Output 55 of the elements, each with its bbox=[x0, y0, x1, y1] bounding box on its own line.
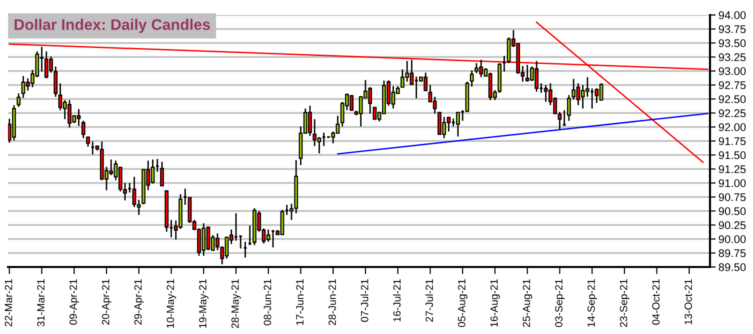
candlestick bbox=[54, 66, 58, 98]
candlestick bbox=[456, 111, 460, 138]
y-tick-label: 91.25 bbox=[718, 165, 746, 174]
x-tick-label: 03-Sep-21 bbox=[555, 279, 565, 328]
x-tick-label: 19-May-21 bbox=[199, 279, 208, 328]
x-tick-label: 16-Jul-21 bbox=[392, 279, 401, 322]
x-tick-label: 25-Aug-21 bbox=[522, 279, 532, 327]
candlestick bbox=[160, 161, 164, 186]
candlestick bbox=[16, 92, 21, 108]
y-tick-label: 90.75 bbox=[718, 193, 746, 202]
candlestick bbox=[243, 241, 248, 258]
y-tick-label: 89.50 bbox=[718, 263, 746, 272]
candlestick bbox=[81, 120, 86, 139]
y-tick-label: 90.50 bbox=[718, 207, 746, 216]
candlestick bbox=[572, 78, 576, 100]
y-tick-label: 93.75 bbox=[718, 25, 746, 34]
candlestick bbox=[312, 118, 317, 147]
candlestick bbox=[86, 136, 90, 148]
y-tick-label: 93.00 bbox=[718, 67, 746, 76]
x-tick-label: 20-Apr-21 bbox=[102, 279, 112, 325]
candlestick bbox=[599, 82, 604, 102]
y-tick-label: 92.50 bbox=[718, 95, 746, 104]
x-tick-label: 28-May-21 bbox=[231, 279, 241, 328]
x-tick-label: 10-May-21 bbox=[166, 279, 176, 328]
x-tick-label: 31-Mar-21 bbox=[37, 279, 45, 326]
x-tick-label: 05-Aug-21 bbox=[458, 279, 468, 328]
x-tick-label: 14-Sep-21 bbox=[587, 279, 597, 327]
x-tick-label: 22-Mar-21 bbox=[4, 279, 12, 326]
x-tick-label: 04-Oct-21 bbox=[652, 279, 660, 325]
x-tick-label: 28-Jun-21 bbox=[328, 279, 336, 326]
y-tick-label: 93.25 bbox=[718, 53, 746, 62]
y-tick-label: 91.50 bbox=[718, 151, 746, 160]
candlestick bbox=[567, 94, 571, 122]
x-tick-label: 17-Jun-21 bbox=[296, 279, 304, 325]
y-tick-label: 90.25 bbox=[718, 221, 746, 230]
x-tick-label: 08-Jun-21 bbox=[264, 279, 272, 326]
y-tick-label: 90.00 bbox=[718, 235, 746, 244]
y-tick-label: 92.75 bbox=[718, 81, 746, 90]
x-tick-label: 29-Apr-21 bbox=[134, 279, 144, 325]
x-tick-label: 16-Aug-21 bbox=[490, 279, 500, 327]
candlestick bbox=[266, 228, 270, 242]
y-tick-label: 93.50 bbox=[718, 39, 746, 48]
x-tick-label: 13-Oct-21 bbox=[684, 279, 692, 324]
x-tick-label: 07-Jul-21 bbox=[360, 279, 368, 322]
y-tick-label: 89.75 bbox=[718, 249, 746, 258]
y-tick-label: 94.00 bbox=[718, 11, 746, 20]
y-tick-label: 92.25 bbox=[718, 109, 746, 118]
candlestick bbox=[470, 70, 474, 88]
y-tick-label: 91.00 bbox=[718, 179, 746, 188]
y-tick-label: 91.75 bbox=[718, 137, 746, 146]
chart-title: Dollar Index: Daily Candles bbox=[14, 18, 210, 34]
x-tick-label: 23-Sep-21 bbox=[620, 279, 630, 327]
y-tick-label: 92.00 bbox=[718, 123, 746, 132]
x-tick-label: 27-Jul-21 bbox=[425, 279, 434, 322]
x-tick-label: 09-Apr-21 bbox=[70, 279, 79, 325]
